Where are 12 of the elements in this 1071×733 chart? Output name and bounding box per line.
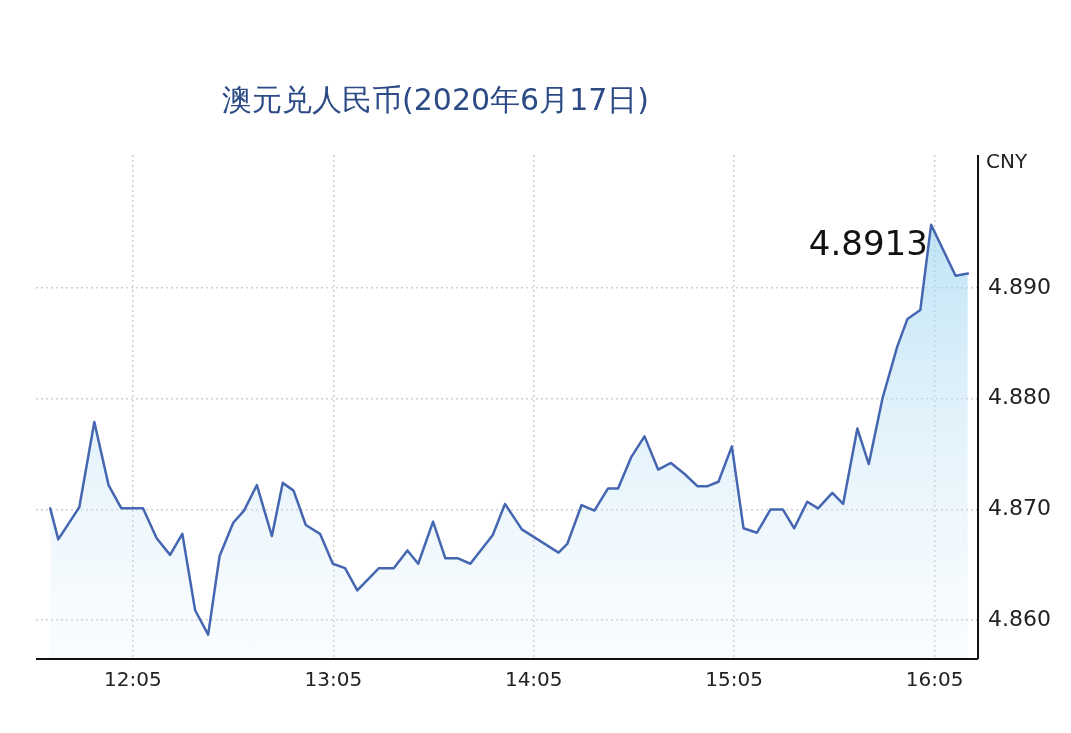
y-tick-label: 4.860: [988, 605, 1051, 631]
y-axis-title: CNY: [986, 149, 1028, 174]
y-tick-label: 4.870: [988, 495, 1051, 521]
y-tick-label: 4.880: [988, 384, 1051, 410]
x-tick-label: 13:05: [304, 667, 363, 692]
chart-title: 澳元兑人民币(2020年6月17日): [222, 81, 650, 119]
y-tick-label: 4.890: [988, 273, 1051, 299]
annotation: 4.8913: [808, 223, 928, 264]
x-tick-label: 15:05: [705, 667, 763, 692]
x-tick-label: 16:05: [905, 667, 964, 692]
x-tick-label: 14:05: [504, 667, 563, 692]
x-tick-label: 12:05: [104, 667, 162, 692]
